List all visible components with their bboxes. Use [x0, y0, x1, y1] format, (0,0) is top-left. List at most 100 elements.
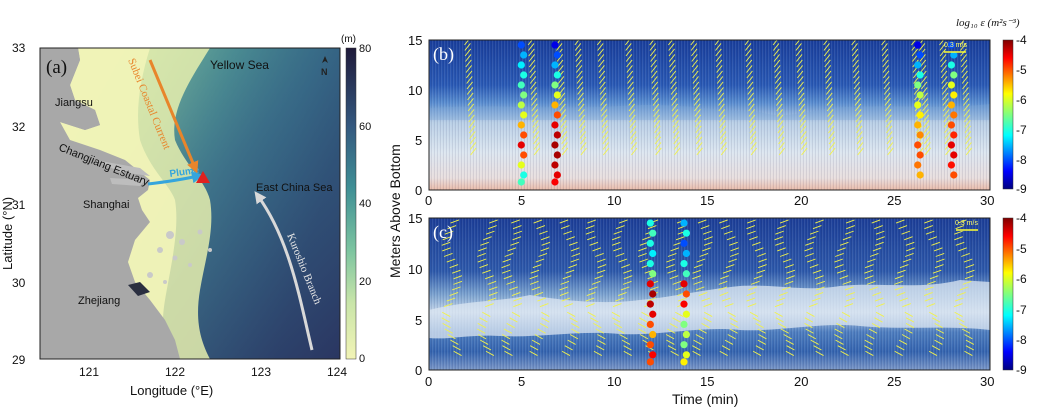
velocity-vector	[568, 264, 578, 269]
velocity-vector	[691, 54, 698, 62]
velocity-vector	[898, 339, 908, 345]
velocity-vector	[532, 264, 542, 269]
dissipation-point	[947, 81, 956, 89]
dissipation-point	[646, 300, 654, 308]
velocity-vector	[964, 350, 973, 356]
c-ytick: 10	[408, 262, 422, 277]
velocity-vector	[757, 339, 766, 345]
velocity-vector	[647, 225, 657, 230]
velocity-vector	[961, 328, 971, 334]
velocity-vector	[901, 230, 911, 235]
velocity-vector	[912, 70, 920, 79]
velocity-vector	[482, 269, 491, 274]
velocity-vector	[655, 142, 662, 150]
velocity-vector	[932, 269, 942, 274]
velocity-vector	[575, 48, 582, 57]
velocity-vector	[469, 142, 477, 150]
velocity-vector	[442, 322, 451, 329]
velocity-vector	[591, 280, 601, 285]
velocity-vector	[745, 59, 753, 68]
velocity-profile	[772, 40, 786, 156]
velocity-vector	[772, 40, 778, 46]
velocity-vector	[729, 328, 738, 334]
velocity-vector	[812, 269, 822, 274]
velocity-vector	[885, 114, 892, 123]
dissipation-point	[553, 51, 561, 59]
b-ytick: 0	[415, 183, 422, 198]
velocity-vector	[748, 114, 756, 123]
velocity-vector	[855, 120, 863, 128]
velocity-vector	[853, 76, 860, 84]
station-marker	[196, 171, 210, 183]
velocity-vector	[746, 292, 756, 296]
velocity-vector	[567, 311, 576, 317]
velocity-vector	[540, 247, 550, 252]
velocity-profile	[668, 40, 681, 156]
velocity-vector	[444, 230, 454, 235]
velocity-vector	[839, 241, 849, 246]
velocity-vector	[776, 103, 783, 112]
velocity-vector	[852, 54, 859, 62]
velocity-vector	[882, 54, 889, 62]
velocity-vector	[586, 292, 596, 296]
velocity-vector	[665, 334, 675, 340]
dissipation-point	[914, 121, 922, 129]
velocity-vector	[559, 286, 569, 291]
c-cbar-tick: -4	[1016, 211, 1027, 225]
velocity-vector	[531, 339, 541, 345]
velocity-vector	[612, 317, 621, 323]
velocity-vector	[564, 303, 573, 308]
velocity-vector	[714, 40, 720, 46]
velocity-vector	[444, 328, 453, 334]
velocity-vector	[446, 297, 456, 302]
velocity-vector	[894, 350, 903, 356]
velocity-vector	[450, 339, 459, 345]
velocity-vector	[599, 92, 607, 101]
velocity-vector	[506, 322, 515, 329]
velocity-vector	[875, 241, 884, 246]
bc-xlabel: Time (min)	[672, 391, 738, 407]
a-ytick: 33	[12, 41, 26, 55]
dissipation-point	[916, 111, 924, 119]
velocity-vector	[924, 225, 934, 230]
c-colorbar: -4 -5 -6 -7 -8 -9	[1002, 211, 1027, 377]
velocity-vector	[887, 147, 894, 156]
velocity-vector	[925, 230, 935, 235]
velocity-vector	[576, 70, 583, 79]
velocity-vector	[668, 54, 676, 62]
velocity-vector	[451, 286, 461, 291]
velocity-profile	[611, 219, 633, 356]
velocity-vector	[730, 322, 739, 329]
dissipation-point	[947, 141, 956, 149]
velocity-vector	[613, 322, 623, 329]
velocity-vector	[507, 247, 517, 252]
velocity-vector	[800, 131, 807, 139]
velocity-vector	[504, 252, 514, 257]
velocity-vector	[884, 98, 891, 106]
velocity-vector	[941, 76, 948, 84]
velocity-vector	[921, 81, 928, 90]
velocity-vector	[962, 87, 969, 95]
velocity-vector	[784, 280, 794, 285]
dissipation-point	[950, 71, 958, 79]
velocity-vector	[562, 275, 572, 280]
velocity-vector	[725, 264, 735, 269]
velocity-profile	[464, 40, 477, 156]
velocity-vector	[529, 280, 539, 285]
velocity-vector	[922, 103, 929, 112]
velocity-vector	[746, 65, 753, 73]
velocity-vector	[964, 125, 971, 134]
velocity-vector	[559, 109, 567, 117]
place-east-china-sea: East China Sea	[256, 182, 333, 194]
velocity-vector	[692, 70, 699, 79]
velocity-vector	[904, 311, 913, 317]
velocity-vector	[786, 269, 796, 274]
velocity-vector	[835, 252, 844, 257]
velocity-vector	[441, 317, 450, 323]
b-xtick: 25	[887, 193, 901, 208]
velocity-vector	[932, 317, 941, 323]
velocity-vector	[693, 87, 700, 95]
velocity-vector	[934, 339, 943, 345]
dissipation-point	[916, 151, 924, 159]
velocity-vector	[593, 350, 603, 356]
